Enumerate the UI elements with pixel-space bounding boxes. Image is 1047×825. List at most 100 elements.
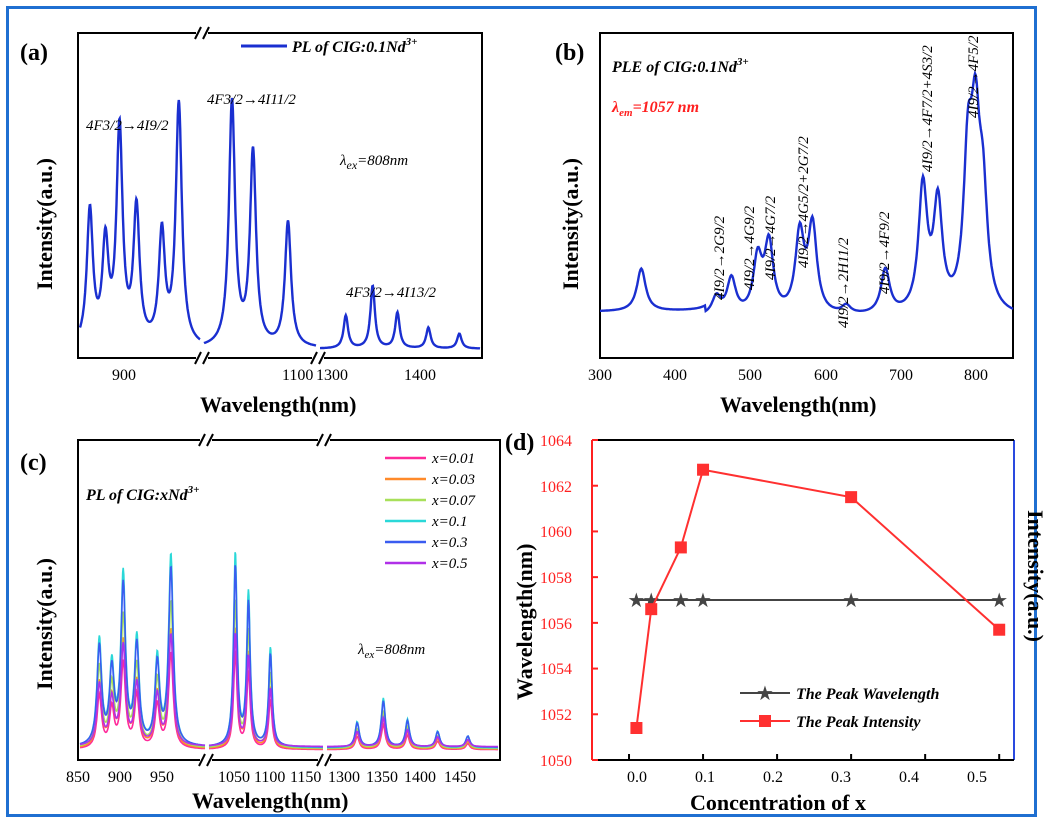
b-x-tick-400: 400	[663, 367, 687, 384]
c-x-axis-title: Wavelength(nm)	[192, 788, 348, 813]
c-x-tick-1450: 1450	[444, 769, 476, 786]
c-series-x=0.5-seg-1	[79, 633, 206, 747]
c-y-axis-title: Intensity(a.u.)	[32, 558, 57, 690]
c-x-tick-900: 900	[108, 769, 132, 786]
panel-a-axis-breaks	[194, 26, 326, 365]
d-wavelength-point: ★	[672, 590, 690, 612]
c-series-x=0.5-seg-2	[208, 632, 323, 748]
d-x-tick-0.3: 0.3	[831, 769, 851, 786]
panel-c-frame	[77, 439, 501, 761]
d-y-tick-1062: 1062	[540, 479, 572, 496]
a-legend-label: PL of CIG:0.1Nd3+	[291, 36, 417, 56]
d-tick-group	[592, 439, 1001, 761]
b-transition-label-1: 4I9/2→2G9/2	[712, 215, 728, 300]
d-intensity-point	[845, 491, 858, 504]
c-legend-label-3: x=0.07	[431, 493, 477, 509]
d-y-tick-1054: 1054	[540, 661, 572, 678]
a-y-axis-title: Intensity(a.u.)	[32, 158, 57, 290]
d-y-axis-title: Wavelength(nm)	[512, 544, 537, 700]
d-legend-star-icon: ★	[756, 683, 774, 705]
c-series-x=0.07-seg-1	[79, 599, 206, 748]
a-transition-label-3: 4F3/2→4I13/2	[346, 285, 436, 301]
b-transition-label-4: 4I9/2→4G5/2+2G7/2	[796, 136, 812, 268]
d-y-tick-1050: 1050	[540, 753, 572, 770]
figure-frame	[6, 6, 1037, 817]
b-transition-label-2: 4I9/2→4G9/2	[742, 205, 758, 290]
d-x-axis-title: Concentration of x	[690, 790, 866, 815]
b-transition-label-8: 4I9/2→4F5/2	[966, 35, 982, 118]
d-x-tick-0.0: 0.0	[627, 769, 647, 786]
d-legend-square-icon	[759, 715, 771, 727]
c-legend-label-2: x=0.03	[431, 472, 475, 488]
b-x-tick-800: 800	[964, 367, 988, 384]
b-x-tick-500: 500	[738, 367, 762, 384]
b-transition-label-3: 4I9/2→4G7/2	[763, 195, 779, 280]
d-legend-label-2: The Peak Intensity	[796, 714, 921, 731]
panel-b: (b) 300 400 500 600 700 800 Wavelength(n…	[555, 32, 1014, 417]
d-intensity-point	[645, 603, 658, 616]
c-lambda-ex: λex=808nm	[357, 642, 425, 661]
d-y-tick-1060: 1060	[540, 524, 572, 541]
d-wavelength-point: ★	[694, 590, 712, 612]
a-transition-label-1: 4F3/2→4I9/2	[86, 118, 169, 134]
b-transition-label-5: 4I9/2→2H11/2	[836, 237, 852, 328]
b-x-tick-700: 700	[889, 367, 913, 384]
d-series-group: ★★ ★ ★ ★ ★	[627, 463, 1008, 734]
panel-c-curve-group	[79, 552, 498, 751]
d-x-tick-0.2: 0.2	[763, 769, 783, 786]
panel-b-label: (b)	[555, 40, 584, 66]
a-lambda-ex: λex=808nm	[339, 153, 408, 172]
d-wavelength-point: ★	[990, 590, 1008, 612]
d-intensity-point	[674, 541, 687, 554]
d-legend-label-1: The Peak Wavelength	[796, 686, 939, 703]
a-x-tick-1100: 1100	[282, 367, 313, 384]
panel-b-frame	[599, 32, 1014, 359]
a-x-tick-1400: 1400	[404, 367, 436, 384]
b-lambda-em: λem=1057 nm	[611, 99, 699, 119]
panel-c-axis-breaks	[198, 433, 332, 767]
b-y-axis-title: Intensity(a.u.)	[558, 158, 583, 290]
c-series-x=0.3-seg-3	[327, 700, 498, 748]
c-x-tick-1350: 1350	[366, 769, 398, 786]
d-legend: ★ The Peak Wavelength The Peak Intensity	[740, 683, 939, 731]
c-x-tick-1400: 1400	[404, 769, 436, 786]
panel-a-label: (a)	[20, 40, 48, 66]
d-y-axis-title-right: Intensity(a.u.)	[1023, 510, 1047, 642]
d-wavelength-point: ★	[627, 590, 645, 612]
c-series-x=0.1-seg-2	[208, 552, 323, 749]
b-spectrum-line	[600, 69, 1014, 313]
a-spectrum-segment-3	[320, 284, 481, 350]
d-series-line-2	[635, 468, 1000, 729]
b-transition-label-6: 4I9/2→4F9/2	[877, 211, 893, 294]
panel-a-curve-group	[78, 97, 481, 350]
d-intensity-point	[697, 463, 710, 476]
c-series-x=0.3-seg-1	[79, 565, 205, 746]
d-y-tick-1052: 1052	[540, 707, 572, 724]
c-legend-label-4: x=0.1	[431, 514, 468, 530]
c-series-x=0.5-seg-3	[327, 715, 498, 748]
b-x-tick-300: 300	[588, 367, 612, 384]
c-x-tick-1050: 1050	[218, 769, 250, 786]
b-x-tick-600: 600	[814, 367, 838, 384]
d-y-tick-1058: 1058	[540, 570, 572, 587]
a-transition-label-2: 4F3/2→4I11/2	[207, 92, 296, 108]
c-x-tick-1150: 1150	[290, 769, 321, 786]
b-x-axis-title: Wavelength(nm)	[720, 392, 876, 417]
c-x-tick-950: 950	[150, 769, 174, 786]
panel-d: ★★ ★ ★ ★ ★ (d) 1064 1062 1060 1058 1056 1054…	[505, 430, 1047, 815]
a-spectrum-segment-1	[78, 99, 201, 341]
b-transition-label-7: 4I9/2→4F7/2+4S3/2	[920, 45, 936, 172]
panel-c-label: (c)	[20, 450, 47, 476]
c-title: PL of CIG:xNd3+	[85, 484, 199, 504]
a-x-tick-900: 900	[112, 367, 136, 384]
b-title: PLE of CIG:0.1Nd3+	[611, 56, 749, 76]
panel-c: (c) 850 900 950 1050 1100 1150 1300 1350…	[20, 433, 501, 813]
d-wavelength-point: ★	[842, 590, 860, 612]
c-legend-label-1: x=0.01	[431, 451, 475, 467]
d-x-tick-0.1: 0.1	[695, 769, 715, 786]
c-x-tick-850: 850	[66, 769, 90, 786]
d-y-tick-1064: 1064	[540, 433, 572, 450]
panel-a-frame	[77, 32, 483, 359]
panel-a: (a) 900 1100 1300 1400 Wavelength(nm) In…	[20, 26, 483, 417]
